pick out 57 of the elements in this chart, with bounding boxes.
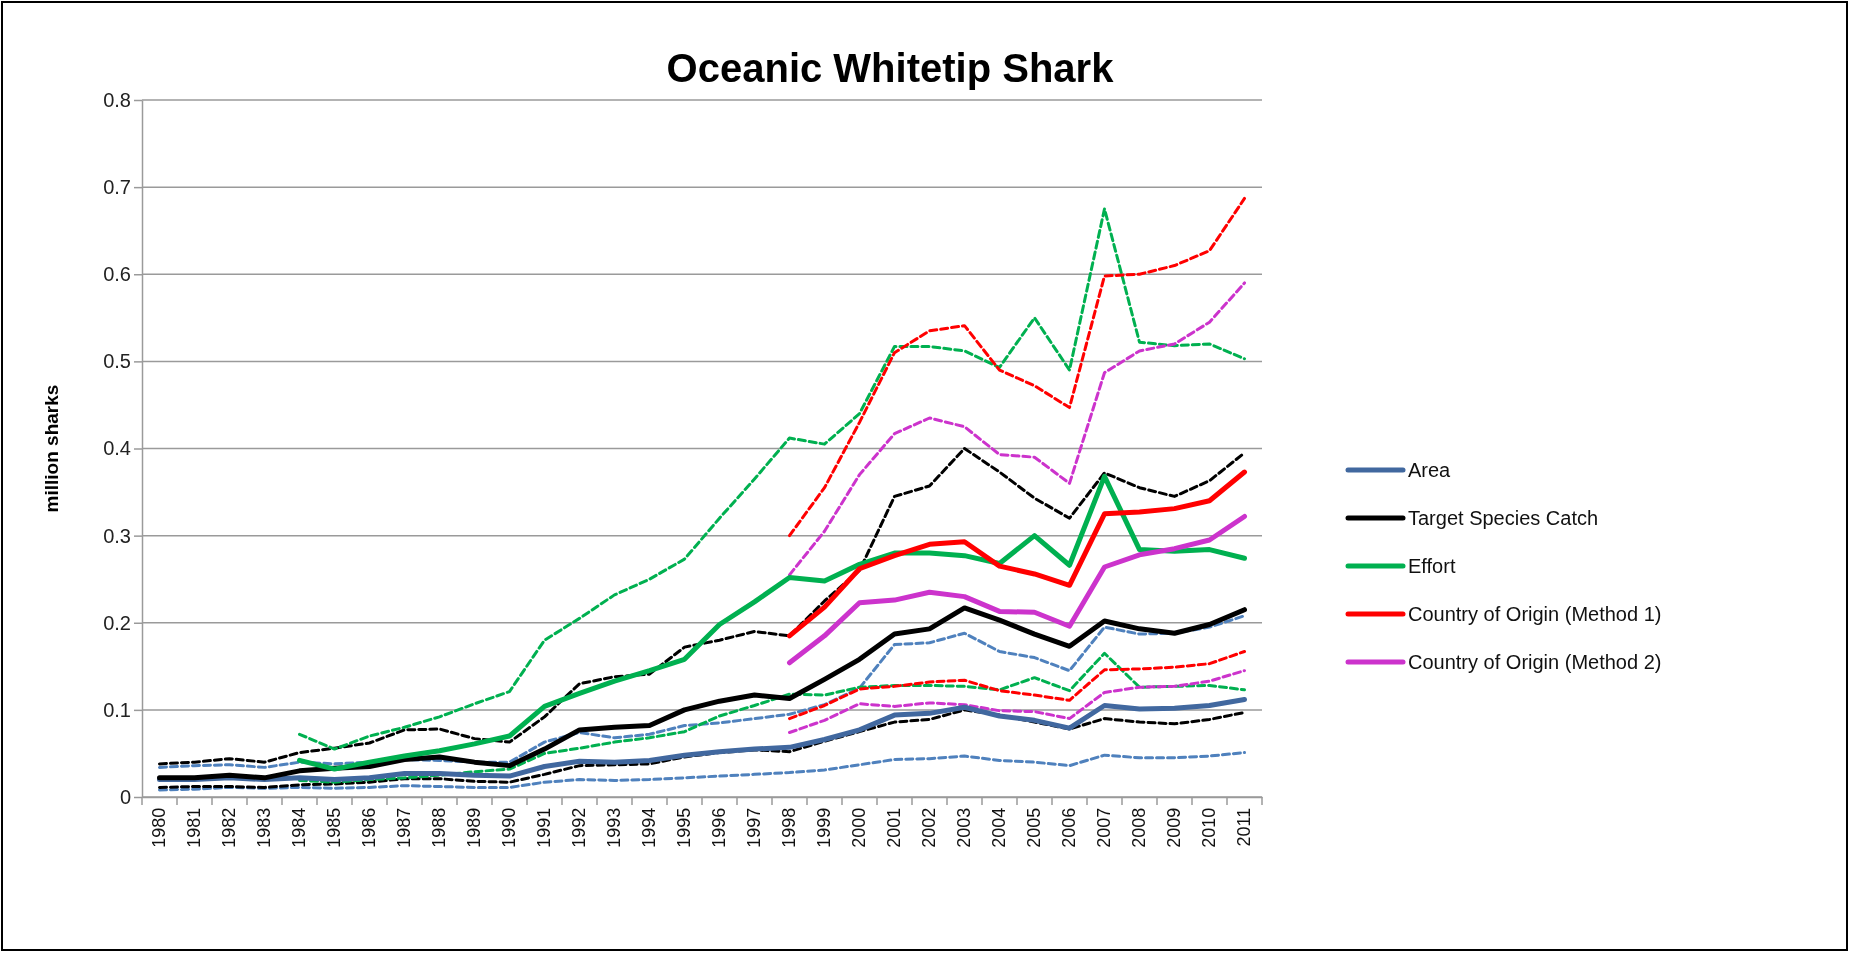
line-series — [788, 669, 1246, 735]
x-tick-label: 2006 — [1059, 807, 1080, 848]
x-tick-label: 1992 — [569, 807, 590, 848]
x-tick-label: 2004 — [989, 807, 1010, 848]
x-tick-label: 2005 — [1024, 807, 1045, 848]
x-tick-label: 1989 — [464, 807, 485, 848]
x-tick-label: 1994 — [639, 807, 660, 848]
x-tick-label: 2003 — [954, 807, 975, 848]
x-tick-label: 2010 — [1199, 807, 1220, 848]
x-tick-label: 2009 — [1164, 807, 1185, 848]
x-tick-label: 1991 — [534, 807, 555, 848]
line-series — [788, 196, 1246, 538]
y-tick-label: 0.6 — [103, 263, 131, 286]
legend-label: Country of Origin (Method 2) — [1408, 651, 1662, 673]
y-tick-label: 0.7 — [103, 176, 131, 199]
x-tick-label: 1996 — [709, 807, 730, 848]
legend-label: Effort — [1408, 555, 1456, 577]
x-tick-label: 1980 — [149, 807, 170, 848]
y-tick-label: 0.4 — [103, 437, 131, 460]
x-tick-label: 1990 — [499, 807, 520, 848]
y-axis-title: million sharks — [41, 384, 62, 513]
line-series — [298, 207, 1246, 751]
y-tick-label: 0 — [119, 785, 131, 808]
y-tick-label: 0.5 — [103, 350, 131, 373]
x-tick-label: 1995 — [674, 807, 695, 848]
x-tick-label: 1988 — [429, 807, 450, 848]
x-tick-label: 1983 — [254, 807, 275, 848]
x-tick-label: 1999 — [814, 807, 835, 848]
line-series — [158, 751, 1246, 792]
y-tick-label: 0.1 — [103, 698, 131, 721]
legend-label: Country of Origin (Method 1) — [1408, 603, 1662, 625]
line-series — [298, 651, 1246, 784]
y-tick-label: 0.2 — [103, 611, 131, 634]
x-tick-label: 1987 — [394, 807, 415, 848]
x-tick-label: 2001 — [884, 807, 905, 848]
line-series — [158, 447, 1246, 766]
x-tick-label: 1986 — [359, 807, 380, 848]
y-tick-label: 0.3 — [103, 524, 131, 547]
x-tick-label: 2011 — [1234, 807, 1255, 847]
x-tick-label: 1982 — [219, 807, 240, 848]
x-tick-label: 2000 — [849, 807, 870, 848]
x-tick-label: 1997 — [744, 807, 765, 848]
x-tick-label: 1984 — [289, 807, 310, 848]
x-tick-label: 1993 — [604, 807, 625, 848]
line-series — [788, 650, 1246, 721]
x-tick-label: 1981 — [184, 807, 205, 848]
y-tick-label: 0.8 — [103, 88, 131, 111]
x-tick-label: 2008 — [1129, 807, 1150, 848]
chart-title: Oceanic Whitetip Shark — [666, 46, 1115, 90]
legend-label: Area — [1408, 459, 1452, 481]
x-tick-label: 2002 — [919, 807, 940, 848]
x-tick-label: 1985 — [324, 807, 345, 848]
x-tick-label: 1998 — [779, 807, 800, 848]
line-series — [788, 281, 1246, 577]
line-series — [158, 708, 1246, 789]
x-tick-label: 2007 — [1094, 807, 1115, 848]
legend-label: Target Species Catch — [1408, 507, 1599, 529]
